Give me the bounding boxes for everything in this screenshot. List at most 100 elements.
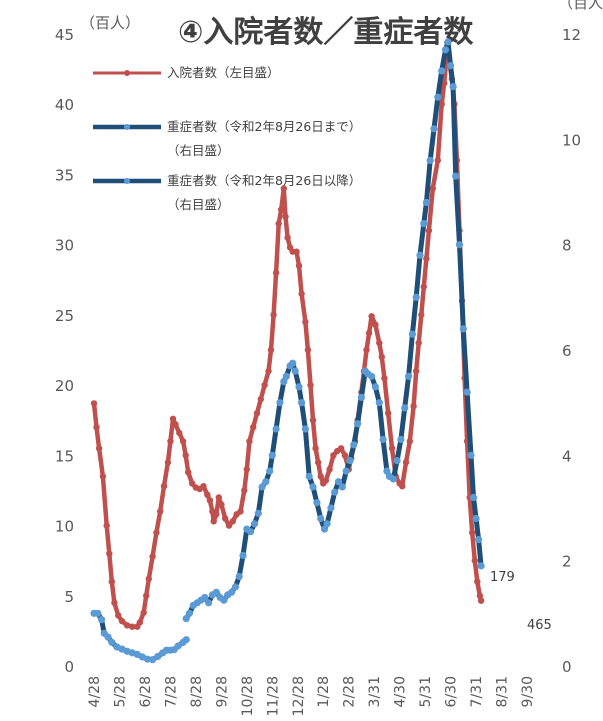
- right-axis-unit: （百人）: [558, 0, 603, 12]
- data-point: [381, 375, 387, 381]
- data-point: [200, 483, 206, 489]
- data-point: [368, 373, 375, 380]
- data-point: [183, 636, 190, 643]
- data-point: [405, 373, 412, 380]
- data-point: [469, 529, 475, 535]
- x-tick-label: 12/28: [291, 676, 307, 716]
- data-point: [293, 249, 299, 255]
- data-point: [183, 452, 189, 458]
- data-point: [236, 573, 243, 580]
- data-point: [338, 445, 344, 451]
- data-point: [176, 430, 182, 436]
- data-point: [372, 322, 378, 328]
- data-point: [239, 552, 246, 559]
- data-point: [262, 478, 269, 485]
- data-point: [390, 475, 397, 482]
- data-point: [265, 368, 271, 374]
- legend-sublabel: （右目盛）: [167, 197, 230, 212]
- data-point: [306, 473, 313, 480]
- data-point: [473, 515, 480, 522]
- data-point: [153, 529, 159, 535]
- data-point: [366, 330, 372, 336]
- chart-title: ④入院者数／重症者数: [178, 15, 474, 50]
- data-point: [358, 394, 365, 401]
- legend-label: 重症者数（令和2年8月26日まで）: [167, 119, 361, 134]
- data-point: [363, 347, 369, 353]
- data-point: [251, 520, 258, 527]
- data-point: [94, 610, 101, 617]
- left-tick-label: 20: [55, 377, 74, 395]
- data-point: [409, 331, 416, 338]
- data-point: [310, 417, 316, 423]
- left-tick-label: 30: [55, 237, 74, 255]
- data-point: [460, 325, 467, 332]
- right-tick-label: 2: [562, 553, 572, 571]
- data-point: [146, 576, 152, 582]
- data-point: [276, 220, 282, 226]
- data-point: [399, 483, 405, 489]
- data-point: [403, 459, 409, 465]
- data-point: [247, 528, 254, 535]
- left-tick-label: 0: [64, 658, 74, 676]
- data-point: [143, 593, 149, 599]
- x-tick-label: 6/28: [138, 676, 154, 707]
- data-point: [100, 473, 106, 479]
- data-point: [307, 382, 313, 388]
- data-point: [470, 494, 477, 501]
- x-tick-label: 2/28: [342, 676, 358, 707]
- data-point: [244, 466, 250, 472]
- annotation-admissions-latest: 465: [527, 618, 552, 633]
- x-tick-label: 9/28: [214, 676, 230, 707]
- data-point: [109, 579, 115, 585]
- data-point: [207, 497, 213, 503]
- data-point: [170, 416, 176, 422]
- data-point: [380, 436, 387, 443]
- legend-label: 重症者数（令和2年8月26日以降）: [167, 173, 361, 188]
- data-point: [313, 499, 320, 506]
- data-point: [295, 383, 302, 390]
- data-point: [241, 487, 247, 493]
- data-point: [258, 396, 264, 402]
- data-point: [255, 510, 262, 517]
- data-point: [376, 340, 382, 346]
- data-point: [442, 46, 449, 53]
- data-point: [385, 410, 391, 416]
- data-point: [167, 438, 173, 444]
- data-point: [317, 515, 324, 522]
- data-point: [394, 457, 401, 464]
- left-axis: 0 5 10 15 20 25 30 35 40 45: [55, 26, 74, 676]
- data-point: [254, 410, 260, 416]
- data-point: [354, 420, 361, 427]
- right-tick-label: 8: [562, 237, 572, 255]
- x-tick-label: 6/30: [444, 676, 460, 707]
- data-point: [410, 403, 416, 409]
- data-point: [269, 452, 276, 459]
- right-tick-label: 12: [562, 26, 581, 44]
- data-point: [165, 459, 171, 465]
- data-point: [305, 347, 311, 353]
- data-point: [346, 457, 353, 464]
- data-point: [302, 425, 309, 432]
- data-point: [278, 206, 284, 212]
- data-point: [323, 477, 329, 483]
- annotation-severe-latest: 179: [490, 570, 515, 585]
- data-point: [372, 383, 379, 390]
- data-point: [204, 492, 210, 498]
- x-tick-label: 7/28: [163, 676, 179, 707]
- data-point: [232, 583, 239, 590]
- data-point: [149, 553, 155, 559]
- x-tick-label: 3/31: [367, 676, 383, 707]
- data-point: [376, 399, 383, 406]
- data-point: [444, 38, 451, 45]
- data-point: [298, 291, 304, 297]
- data-point: [447, 62, 454, 69]
- data-point: [93, 424, 99, 430]
- x-tick-label: 8/31: [495, 676, 511, 707]
- data-point: [157, 508, 163, 514]
- data-point: [318, 473, 324, 479]
- data-point: [407, 438, 413, 444]
- data-point: [416, 340, 422, 346]
- left-tick-label: 10: [55, 518, 74, 536]
- data-point: [413, 368, 419, 374]
- data-point: [423, 256, 429, 262]
